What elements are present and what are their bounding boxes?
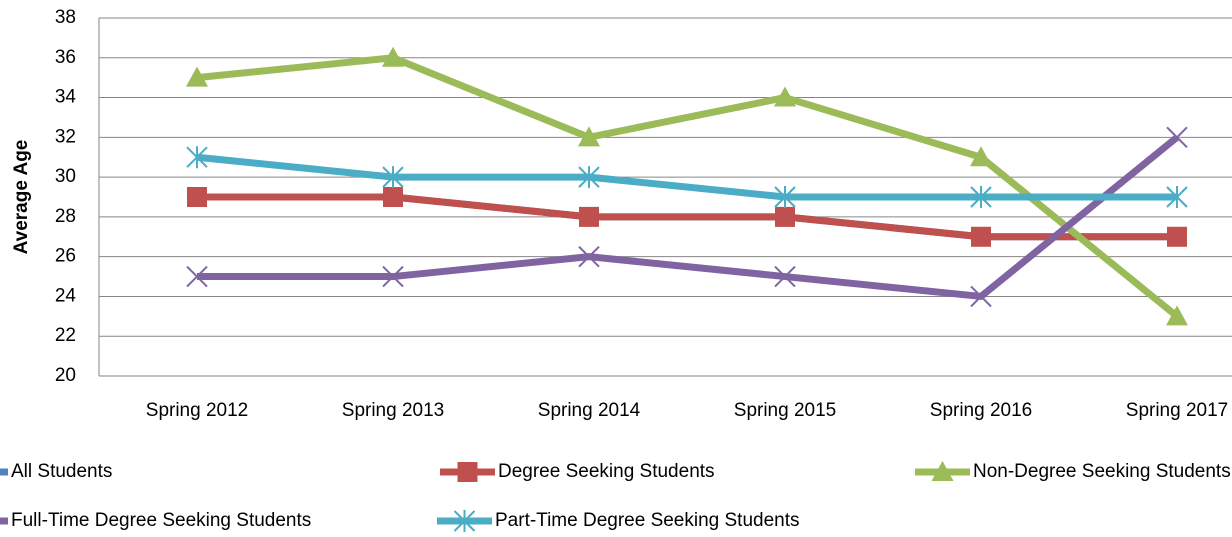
marker bbox=[775, 206, 795, 227]
marker bbox=[1167, 226, 1187, 247]
marker bbox=[774, 86, 796, 107]
marker bbox=[186, 265, 208, 288]
legend-label: Part-Time Degree Seeking Students bbox=[495, 510, 800, 531]
y-tick-label: 38 bbox=[55, 7, 76, 28]
marker bbox=[970, 186, 992, 208]
x-tick-label: Spring 2017 bbox=[1126, 400, 1228, 421]
y-tick-label: 28 bbox=[55, 206, 76, 227]
x-tick-label: Spring 2014 bbox=[538, 400, 641, 421]
marker bbox=[1166, 186, 1188, 208]
legend-label: Degree Seeking Students bbox=[498, 461, 715, 482]
marker bbox=[382, 46, 404, 67]
marker bbox=[457, 462, 478, 482]
series-line bbox=[196, 153, 1177, 201]
x-tick-label: Spring 2016 bbox=[930, 400, 1032, 421]
marker bbox=[382, 166, 404, 189]
legend-label: All Students bbox=[11, 461, 112, 482]
marker bbox=[186, 66, 208, 87]
series-line bbox=[197, 193, 1177, 241]
marker bbox=[382, 265, 404, 288]
marker bbox=[453, 510, 476, 532]
marker bbox=[971, 226, 991, 247]
y-axis-title: Average Age bbox=[11, 140, 32, 255]
marker bbox=[931, 461, 954, 481]
y-tick-label: 30 bbox=[55, 166, 76, 187]
marker bbox=[1166, 305, 1188, 326]
series-line bbox=[197, 134, 1180, 300]
legend-label: Full-Time Degree Seeking Students bbox=[11, 510, 311, 531]
y-tick-label: 20 bbox=[55, 365, 76, 386]
y-tick-label: 24 bbox=[55, 285, 77, 306]
marker bbox=[383, 187, 403, 207]
marker bbox=[578, 166, 600, 189]
marker bbox=[187, 187, 207, 207]
marker bbox=[578, 245, 600, 268]
y-tick-label: 36 bbox=[55, 47, 76, 68]
marker bbox=[774, 265, 796, 288]
y-tick-label: 32 bbox=[55, 126, 76, 147]
legend-label: Non-Degree Seeking Students bbox=[973, 461, 1231, 482]
marker bbox=[579, 206, 599, 227]
y-tick-label: 22 bbox=[55, 325, 76, 346]
marker bbox=[970, 146, 992, 167]
series-line bbox=[196, 54, 1180, 320]
x-tick-label: Spring 2012 bbox=[146, 400, 248, 421]
x-tick-label: Spring 2013 bbox=[342, 400, 444, 421]
y-tick-label: 34 bbox=[55, 87, 77, 108]
x-tick-label: Spring 2015 bbox=[734, 400, 836, 421]
marker bbox=[970, 285, 992, 308]
marker bbox=[1166, 126, 1188, 149]
marker bbox=[186, 146, 208, 169]
marker bbox=[774, 186, 796, 208]
marker bbox=[578, 126, 600, 147]
y-tick-label: 26 bbox=[55, 246, 76, 267]
